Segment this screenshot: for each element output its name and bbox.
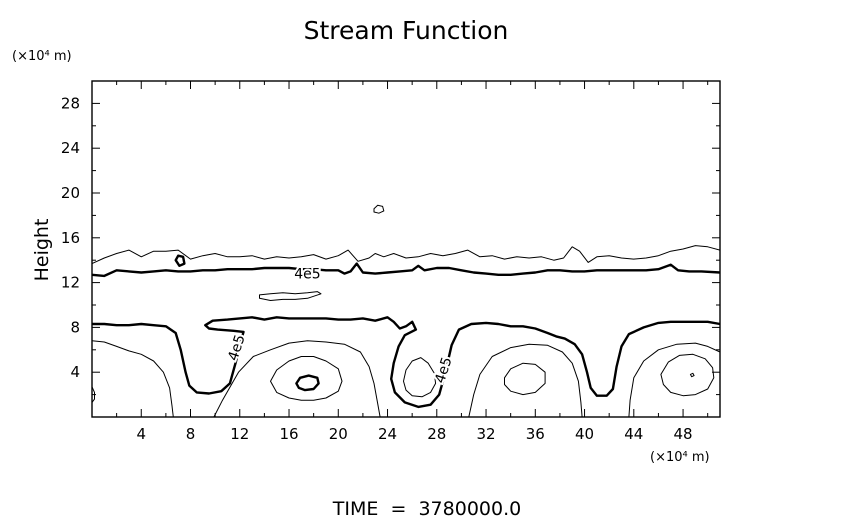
x-tick-label: 28 xyxy=(427,425,446,443)
contour-line xyxy=(373,204,385,214)
plot-frame xyxy=(91,80,721,418)
x-tick-label: 12 xyxy=(230,425,249,443)
y-tick-label: 16 xyxy=(61,229,80,247)
contour-value-label: 4e5 xyxy=(294,267,320,283)
y-tick-label: 24 xyxy=(61,139,80,157)
contour-line xyxy=(174,254,186,267)
y-tick-label: 8 xyxy=(70,318,80,336)
x-tick-label: 40 xyxy=(575,425,594,443)
contour-line xyxy=(91,245,721,265)
contour-line xyxy=(270,356,343,401)
contour-labels: 4e5 4e5 4e5 xyxy=(223,265,457,388)
x-tick-label: 48 xyxy=(674,425,693,443)
x-tick-label: 24 xyxy=(378,425,397,443)
contour-line xyxy=(295,374,320,392)
y-tick-label: 28 xyxy=(61,94,80,112)
x-tick-label: 4 xyxy=(136,425,146,443)
contour-value-label: 4e5 xyxy=(225,333,248,363)
contour-lines xyxy=(91,204,721,418)
y-unit-label: (×10⁴ m) xyxy=(12,49,72,64)
contour-value-label: 4e5 xyxy=(432,355,455,385)
x-tick-label: 36 xyxy=(526,425,545,443)
x-tick-label: 44 xyxy=(624,425,643,443)
contour-line xyxy=(91,262,721,278)
x-tick-label: 32 xyxy=(476,425,495,443)
y-tick-label: 4 xyxy=(70,363,80,381)
contour-line xyxy=(628,342,721,418)
contour-line xyxy=(504,362,546,396)
contour-line xyxy=(468,343,583,418)
contour-line xyxy=(91,386,95,403)
y-tick-label: 12 xyxy=(61,274,80,292)
contour-line xyxy=(91,340,174,418)
contour-line xyxy=(403,357,437,398)
time-footer: TIME = 3780000.0 xyxy=(332,498,521,519)
x-tick-label: 16 xyxy=(279,425,298,443)
contour-line xyxy=(689,372,695,378)
contour-line xyxy=(259,291,322,301)
contour-line xyxy=(660,353,715,397)
x-unit-label: (×10⁴ m) xyxy=(650,450,710,465)
x-tick-label: 20 xyxy=(329,425,348,443)
contour-line xyxy=(92,316,721,409)
x-tick-label: 8 xyxy=(186,425,196,443)
chart-title: Stream Function xyxy=(304,16,509,45)
contour-line xyxy=(213,340,381,418)
y-axis-label: Height xyxy=(31,219,53,282)
y-tick-label: 20 xyxy=(61,184,80,202)
